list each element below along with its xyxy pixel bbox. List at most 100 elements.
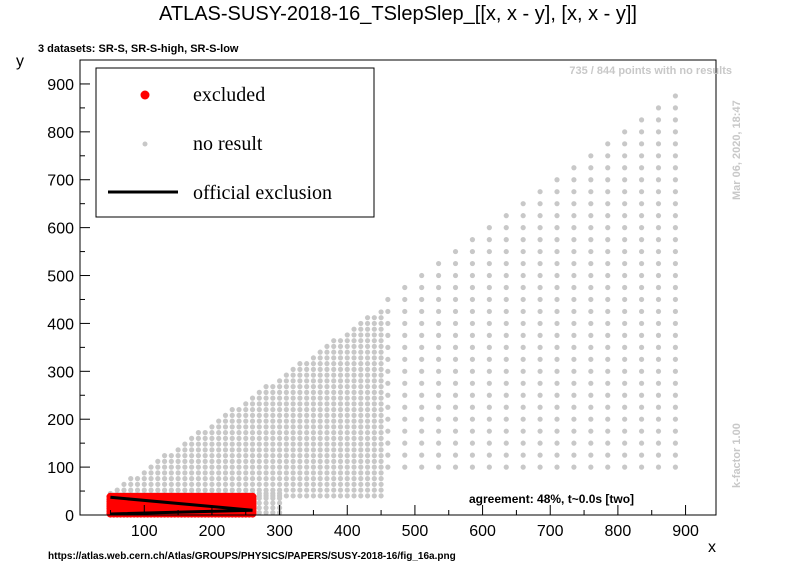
no-result-point — [622, 237, 628, 243]
no-result-point — [168, 458, 174, 464]
no-result-point — [249, 458, 256, 464]
points-layer — [106, 93, 679, 518]
no-result-point — [537, 320, 543, 327]
no-result-point — [503, 452, 509, 458]
no-result-point — [622, 416, 628, 422]
no-result-point — [622, 272, 628, 279]
y-tick-label: 0 — [65, 508, 74, 525]
no-result-point — [236, 458, 242, 464]
no-result-point — [297, 378, 303, 384]
no-result-point — [216, 430, 222, 436]
no-result-point — [331, 453, 337, 459]
no-result-point — [378, 435, 384, 441]
no-result-point — [263, 476, 269, 482]
no-result-point — [317, 441, 323, 447]
no-result-point — [337, 355, 344, 361]
no-result-point — [243, 407, 249, 413]
no-result-point — [385, 332, 391, 338]
no-result-point — [256, 481, 262, 487]
no-result-point — [202, 481, 208, 487]
no-result-point — [358, 481, 364, 487]
no-result-point — [435, 392, 442, 398]
no-result-point — [638, 153, 645, 159]
no-result-point — [317, 493, 323, 499]
no-result-point — [148, 487, 154, 493]
no-result-point — [672, 272, 679, 279]
no-result-point — [486, 296, 492, 303]
no-result-point — [209, 458, 215, 464]
no-result-point — [317, 418, 323, 424]
no-result-point — [469, 237, 476, 243]
no-result-point — [128, 487, 134, 493]
official-exclusion-line — [110, 495, 253, 516]
no-result-point — [249, 447, 256, 453]
no-result-point — [236, 470, 242, 476]
no-result-point — [371, 407, 377, 413]
no-result-point — [588, 201, 594, 207]
no-result-point — [537, 284, 543, 291]
no-result-point — [276, 481, 283, 487]
no-result-point — [638, 296, 645, 303]
no-result-point — [189, 458, 195, 464]
no-result-point — [364, 470, 371, 476]
y-tick-label: 400 — [47, 316, 74, 333]
no-result-point — [402, 380, 408, 386]
no-result-point — [520, 284, 526, 291]
no-result-point — [310, 378, 317, 384]
no-result-point — [331, 366, 337, 372]
no-result-point — [297, 453, 303, 459]
no-result-point — [344, 464, 350, 470]
no-result-point — [317, 355, 323, 361]
no-result-point — [263, 384, 269, 390]
no-result-point — [304, 464, 310, 470]
x-tick-label: 700 — [537, 523, 564, 540]
points-note: 735 / 844 points with no results — [569, 65, 732, 77]
no-result-point — [622, 440, 628, 446]
no-result-point — [155, 481, 161, 487]
no-result-point — [571, 201, 577, 207]
no-result-point — [402, 332, 408, 338]
no-result-point — [236, 464, 242, 470]
no-result-point — [290, 372, 296, 378]
no-result-point — [337, 435, 344, 441]
no-result-point — [371, 349, 377, 355]
no-result-point — [378, 424, 384, 430]
no-result-point — [435, 368, 442, 374]
no-result-point — [290, 493, 296, 499]
no-result-point — [189, 487, 195, 493]
no-result-point — [638, 392, 645, 398]
no-result-point — [486, 248, 492, 255]
no-result-point — [486, 356, 492, 362]
no-result-point — [486, 440, 492, 446]
no-result-point — [364, 418, 371, 424]
no-result-point — [297, 430, 303, 436]
no-result-point — [638, 129, 645, 135]
no-result-point — [452, 428, 459, 434]
no-result-point — [588, 332, 594, 338]
no-result-point — [385, 392, 391, 398]
no-result-point — [270, 412, 276, 418]
no-result-point — [655, 248, 662, 255]
no-result-point — [655, 452, 662, 458]
no-result-point — [229, 481, 235, 487]
no-result-point — [452, 296, 459, 303]
no-result-point — [385, 452, 391, 458]
no-result-point — [672, 225, 679, 231]
legend-no-result-marker — [142, 141, 148, 147]
no-result-point — [554, 272, 560, 279]
no-result-point — [588, 464, 594, 470]
no-result-point — [358, 349, 364, 355]
no-result-point — [155, 458, 161, 464]
no-result-point — [520, 404, 526, 410]
no-result-point — [358, 493, 364, 499]
no-result-point — [378, 372, 384, 378]
no-result-point — [364, 355, 371, 361]
no-result-point — [537, 308, 543, 315]
no-result-point — [175, 464, 181, 470]
no-result-point — [520, 464, 526, 470]
no-result-point — [554, 404, 560, 410]
no-result-point — [256, 505, 262, 511]
no-result-point — [331, 487, 337, 493]
no-result-point — [672, 93, 679, 99]
no-result-point — [378, 464, 384, 470]
